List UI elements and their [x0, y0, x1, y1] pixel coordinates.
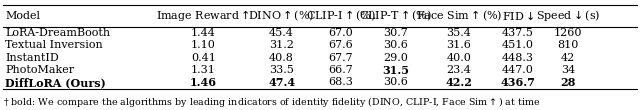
Text: 23.4: 23.4 — [447, 65, 471, 75]
Text: Textual Inversion: Textual Inversion — [5, 40, 103, 50]
Text: 0.41: 0.41 — [191, 53, 216, 63]
Text: 1.31: 1.31 — [191, 65, 216, 75]
Text: LoRA-DreamBooth: LoRA-DreamBooth — [5, 28, 110, 38]
Text: 30.6: 30.6 — [383, 40, 408, 50]
Text: 29.0: 29.0 — [383, 53, 408, 63]
Text: 28: 28 — [560, 77, 576, 88]
Text: InstantID: InstantID — [5, 53, 59, 63]
Text: 42: 42 — [561, 53, 575, 63]
Text: 30.7: 30.7 — [383, 28, 408, 38]
Text: 1.10: 1.10 — [191, 40, 216, 50]
Text: Image Reward$\uparrow$: Image Reward$\uparrow$ — [156, 8, 250, 23]
Text: 68.3: 68.3 — [328, 77, 353, 87]
Text: 47.4: 47.4 — [268, 77, 295, 88]
Text: 40.0: 40.0 — [447, 53, 471, 63]
Text: DiffLoRA (Ours): DiffLoRA (Ours) — [5, 77, 106, 88]
Text: CLIP-T$\uparrow$(%): CLIP-T$\uparrow$(%) — [359, 9, 432, 23]
Text: 810: 810 — [557, 40, 579, 50]
Text: 66.7: 66.7 — [328, 65, 353, 75]
Text: CLIP-I$\uparrow$(%): CLIP-I$\uparrow$(%) — [306, 9, 376, 23]
Text: 45.4: 45.4 — [269, 28, 294, 38]
Text: Model: Model — [5, 11, 40, 21]
Text: 437.5: 437.5 — [502, 28, 534, 38]
Text: 35.4: 35.4 — [447, 28, 471, 38]
Text: 67.6: 67.6 — [328, 40, 353, 50]
Text: 33.5: 33.5 — [269, 65, 294, 75]
Text: 448.3: 448.3 — [502, 53, 534, 63]
Text: Speed$\downarrow$(s): Speed$\downarrow$(s) — [536, 8, 600, 23]
Text: 1.46: 1.46 — [189, 77, 217, 88]
Text: FID$\downarrow$: FID$\downarrow$ — [502, 10, 534, 22]
Text: 34: 34 — [561, 65, 575, 75]
Text: 31.2: 31.2 — [269, 40, 294, 50]
Text: 1260: 1260 — [554, 28, 582, 38]
Text: 451.0: 451.0 — [502, 40, 534, 50]
Text: DINO$\uparrow$(%): DINO$\uparrow$(%) — [248, 9, 315, 23]
Text: 67.7: 67.7 — [328, 53, 353, 63]
Text: 1.44: 1.44 — [191, 28, 216, 38]
Text: PhotoMaker: PhotoMaker — [5, 65, 74, 75]
Text: 42.2: 42.2 — [445, 77, 472, 88]
Text: 40.8: 40.8 — [269, 53, 294, 63]
Text: 447.0: 447.0 — [502, 65, 534, 75]
Text: 31.5: 31.5 — [382, 65, 409, 76]
Text: 436.7: 436.7 — [500, 77, 535, 88]
Text: 67.0: 67.0 — [328, 28, 353, 38]
Text: Face Sim$\uparrow$(%): Face Sim$\uparrow$(%) — [415, 9, 502, 23]
Text: 31.6: 31.6 — [447, 40, 471, 50]
Text: † bold: We compare the algorithms by leading indicators of identity fidelity (DI: † bold: We compare the algorithms by lea… — [3, 95, 541, 109]
Text: 30.6: 30.6 — [383, 77, 408, 87]
